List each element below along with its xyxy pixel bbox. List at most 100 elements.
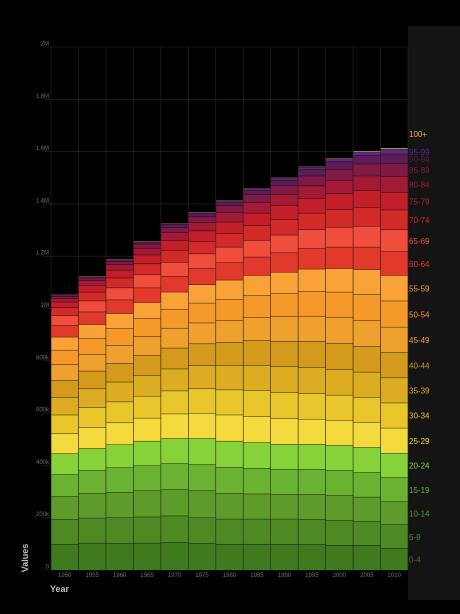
bar-70-74-1950 <box>51 307 79 316</box>
bar-20-24-1970 <box>161 438 189 464</box>
bar-5-9-1985 <box>243 519 271 544</box>
bar-30-34-2000 <box>325 395 353 421</box>
bar-85-89-1995 <box>298 176 326 186</box>
bar-5-9-1955 <box>78 518 106 543</box>
age-group-labels: 0-4 5-9 10-14 15-19 20-24 25-29 30-34 35-39 40-4… <box>409 130 430 564</box>
bar-10-14-1980 <box>216 493 243 519</box>
bar-15-19-1975 <box>188 464 216 491</box>
bar-15-19-1960 <box>106 468 134 493</box>
y-tick-3: 600k <box>36 408 50 414</box>
bar-20-24-2000 <box>325 445 353 471</box>
x-tick-1990: 1990 <box>278 573 292 579</box>
bar-75-79-1995 <box>298 198 326 213</box>
bar-15-19-1965 <box>133 465 161 491</box>
bar-70-74-1955 <box>78 292 106 301</box>
y-tick-10: 2M <box>41 42 49 48</box>
x-tick-1995: 1995 <box>305 573 319 579</box>
bar-70-74-1995 <box>298 213 326 230</box>
bar-50-54-1995 <box>298 291 326 316</box>
bar-25-29-1995 <box>298 419 326 445</box>
bar-60-64-1990 <box>270 253 298 273</box>
bar-10-14-1975 <box>188 491 216 518</box>
x-tick-1985: 1985 <box>250 573 264 579</box>
bar-15-19-1990 <box>270 469 298 495</box>
legend-35-39: 35-39 <box>409 387 430 396</box>
legend-30-34: 30-34 <box>409 412 430 421</box>
bar-30-34-1960 <box>106 402 134 423</box>
bar-40-44-1950 <box>51 380 79 398</box>
bar-25-29-2000 <box>325 420 353 446</box>
bar-95-99-2010 <box>380 149 408 154</box>
bar-80-84-1995 <box>298 186 326 199</box>
legend-95-99: 95-99 <box>409 148 430 157</box>
bar-55-59-1995 <box>298 269 326 292</box>
bar-50-54-1960 <box>106 328 134 346</box>
bar-75-79-2005 <box>353 190 381 208</box>
bar-45-49-2005 <box>353 320 381 347</box>
bar-20-24-1955 <box>78 448 106 471</box>
bar-85-89-1965 <box>133 244 161 248</box>
bar-55-59-1965 <box>133 302 161 319</box>
bar-95-99-1970 <box>161 223 189 225</box>
bar-15-19-1970 <box>161 463 189 490</box>
bar-15-19-1955 <box>78 470 106 494</box>
bar-75-79-2000 <box>325 193 353 210</box>
bar-75-79-1955 <box>78 285 106 292</box>
bar-55-59-2005 <box>353 269 381 294</box>
bar-85-89-2005 <box>353 164 381 176</box>
x-tick-1960: 1960 <box>113 573 127 579</box>
bar-25-29-1980 <box>216 415 243 441</box>
legend-85-89: 85-89 <box>409 166 430 175</box>
bar-10-14-2005 <box>353 497 381 522</box>
bar-35-39-2005 <box>353 372 381 398</box>
bar-25-29-1970 <box>161 414 189 439</box>
bar-90-94-1980 <box>216 202 243 206</box>
bar-0-4-1960 <box>106 543 134 570</box>
bar-80-84-2000 <box>325 180 353 194</box>
x-tick-1950: 1950 <box>58 573 72 579</box>
bar-50-54-1950 <box>51 350 79 365</box>
bar-65-69-1980 <box>216 247 243 263</box>
bar-50-54-1955 <box>78 338 106 355</box>
bar-30-34-1985 <box>243 390 271 417</box>
bar-95-99-1990 <box>270 178 298 180</box>
x-axis-title: Year <box>50 584 70 594</box>
legend-100+: 100+ <box>409 130 427 139</box>
bar-15-19-2010 <box>380 477 408 502</box>
bar-95-99-2005 <box>353 152 381 156</box>
bar-35-39-1980 <box>216 365 243 390</box>
bar-0-4-1985 <box>243 544 271 570</box>
legend-80-84: 80-84 <box>409 181 430 190</box>
bar-25-29-1990 <box>270 418 298 445</box>
x-tick-labels: 1950 1955 1960 1965 1970 1975 1980 1985 1990 1995… <box>58 573 402 579</box>
legend-10-14: 10-14 <box>409 510 430 519</box>
y-tick-5: 1M <box>41 303 49 309</box>
stacked-bars <box>51 148 408 570</box>
bar-70-74-1960 <box>106 278 134 288</box>
legend-65-69: 65-69 <box>409 237 430 246</box>
bar-20-24-2010 <box>380 453 408 478</box>
bar-35-39-1990 <box>270 366 298 393</box>
bar-30-34-1980 <box>216 390 243 415</box>
bar-90-94-1970 <box>161 224 189 228</box>
bar-0-4-2010 <box>380 548 408 570</box>
bar-25-29-2005 <box>353 422 381 448</box>
bar-45-49-1970 <box>161 328 189 348</box>
bar-5-9-1990 <box>270 519 298 544</box>
bar-0-4-2000 <box>325 545 353 570</box>
bar-15-19-1985 <box>243 468 271 494</box>
bar-95-99-1975 <box>188 212 216 214</box>
bar-50-54-1965 <box>133 318 161 337</box>
bar-60-64-1985 <box>243 257 271 276</box>
bar-70-74-1985 <box>243 225 271 241</box>
bar-15-19-1995 <box>298 469 326 495</box>
bar-85-89-1955 <box>78 278 106 281</box>
bar-30-34-2010 <box>380 403 408 428</box>
bar-10-14-1965 <box>133 491 161 517</box>
bar-5-9-1975 <box>188 517 216 544</box>
bar-40-44-1990 <box>270 341 298 367</box>
bar-60-64-1950 <box>51 325 79 337</box>
bar-55-59-1950 <box>51 337 79 350</box>
bar-15-19-1950 <box>51 474 79 497</box>
bar-25-29-1960 <box>106 423 134 445</box>
